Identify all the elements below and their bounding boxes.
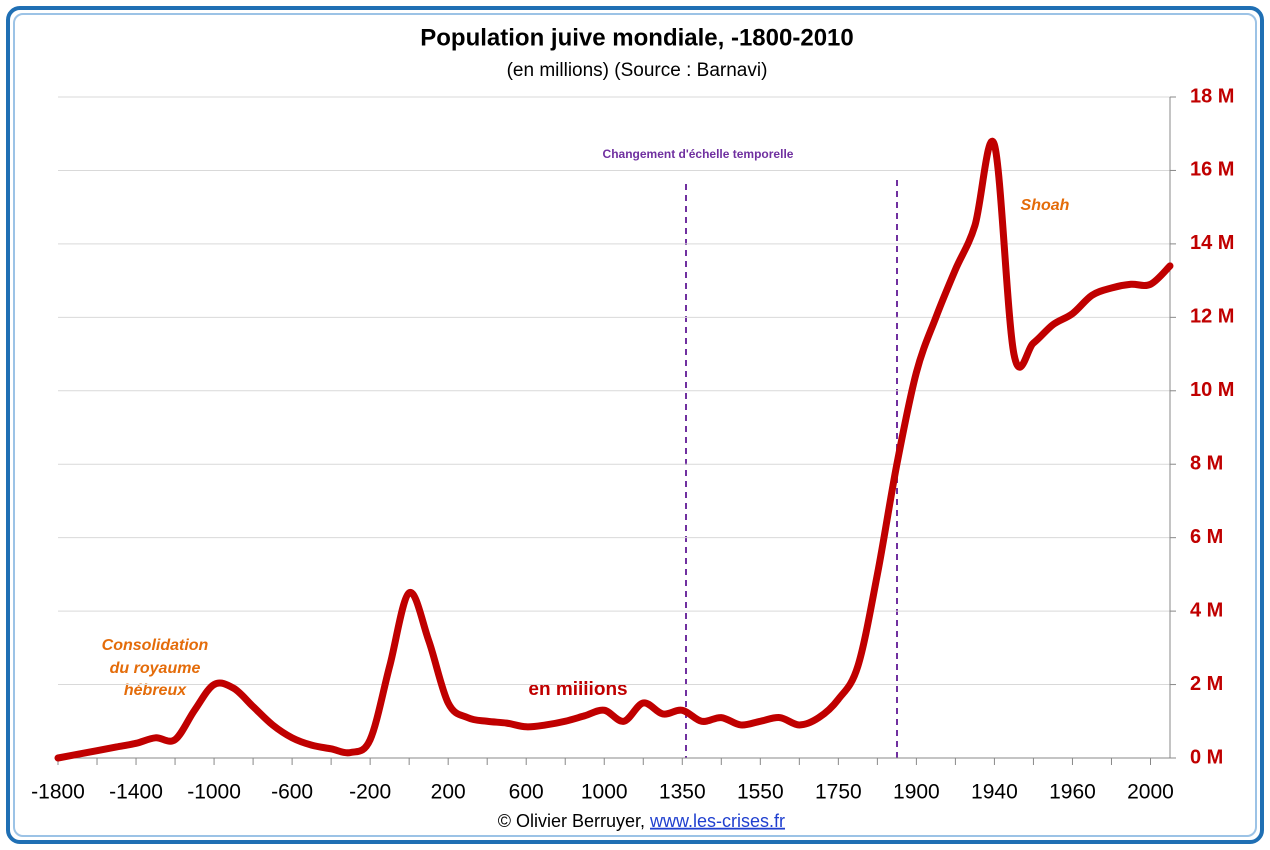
y-tick-label: 10 M	[1190, 379, 1234, 401]
y-tick-label: 2 M	[1190, 673, 1223, 695]
y-tick-label: 4 M	[1190, 599, 1223, 621]
x-tick-label: 2000	[1127, 781, 1174, 804]
footer-link[interactable]: www.les-crises.fr	[649, 811, 785, 831]
series-label: en millions	[528, 679, 627, 700]
x-tick-label: 1940	[971, 781, 1018, 804]
y-tick-label: 0 M	[1190, 746, 1223, 768]
line	[54, 137, 1174, 762]
x-tick-label: 1000	[581, 781, 628, 804]
x-tick-label: -1000	[187, 781, 241, 804]
y-tick-label: 8 M	[1190, 453, 1223, 475]
annotation: Changement d'échelle temporelle	[603, 147, 794, 161]
annotation: hébreux	[124, 682, 187, 699]
x-tick-label: 1900	[893, 781, 940, 804]
y-tick-label: 12 M	[1190, 306, 1234, 328]
outer-border	[6, 6, 1264, 844]
annotation: Consolidation	[102, 637, 209, 654]
x-tick-label: -1400	[109, 781, 163, 804]
y-tick-label: 16 M	[1190, 159, 1234, 181]
y-tick-label: 14 M	[1190, 232, 1234, 254]
x-tick-label: 1960	[1049, 781, 1096, 804]
x-tick-label: -1800	[31, 781, 85, 804]
y-tick-label: 6 M	[1190, 526, 1223, 548]
annotation: du royaume	[110, 660, 201, 677]
footer-credit: © Olivier Berruyer,	[498, 811, 645, 831]
chart-subtitle: (en millions) (Source : Barnavi)	[507, 60, 768, 81]
x-tick-label: 1550	[737, 781, 784, 804]
x-tick-label: -200	[349, 781, 391, 804]
x-tick-label: -600	[271, 781, 313, 804]
inner-border	[13, 13, 1257, 837]
x-tick-label: 600	[509, 781, 544, 804]
annotation: Shoah	[1021, 197, 1070, 214]
x-tick-label: 200	[431, 781, 466, 804]
chart-title: Population juive mondiale, -1800-2010	[420, 24, 853, 51]
y-tick-label: 18 M	[1190, 85, 1234, 107]
x-tick-label: 1750	[815, 781, 862, 804]
x-tick-label: 1350	[659, 781, 706, 804]
